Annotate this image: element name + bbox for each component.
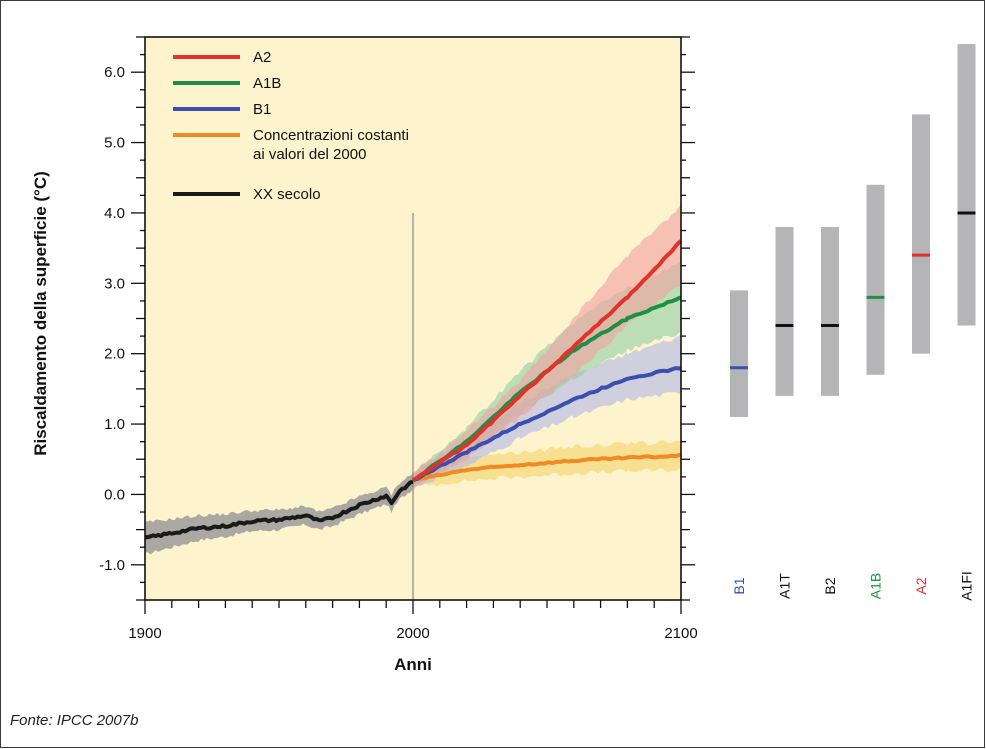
x-axis: 1900 2000 2100 (128, 600, 698, 642)
range-label: B2 (822, 577, 838, 594)
range-bar (957, 44, 976, 326)
band-a2 (413, 205, 681, 490)
range-label: A1FI (959, 571, 975, 601)
legend: A2 A1B B1 Concentrazioni costanti ai valori … (173, 49, 409, 203)
y-tick-label: 5.0 (104, 135, 125, 152)
legend-label: B1 (253, 101, 271, 118)
y-tick-label: 3.0 (104, 275, 125, 292)
legend-item-a2: A2 (173, 49, 271, 66)
range-bar (730, 290, 748, 418)
x-tick-label: 2100 (664, 625, 697, 642)
legend-item-concentrazioni-costanti-ai-valori-del-2000: Concentrazioni costanti ai valori del 200… (173, 127, 409, 163)
legend-label: A2 (253, 49, 271, 66)
band-xx-secolo (145, 473, 413, 555)
range-bar (912, 114, 930, 354)
legend-item-a1b: A1B (173, 75, 281, 92)
range-label: A1T (777, 573, 793, 599)
y-tick-label: 4.0 (104, 205, 125, 222)
y-axis-title: Riscaldamento della superficie (°C) (31, 171, 50, 456)
y-tick-label: 2.0 (104, 346, 125, 363)
range-label: B1 (731, 577, 747, 594)
x-tick-label: 2000 (396, 625, 429, 642)
series-lines (144, 239, 683, 540)
legend-item-xx-secolo: XX secolo (173, 186, 321, 203)
legend-label: XX secolo (253, 186, 321, 203)
range-a1b: A1B (866, 184, 885, 599)
range-label: A1B (868, 573, 884, 599)
y-tick-label: 6.0 (104, 64, 125, 81)
range-b2: B2 (821, 227, 839, 595)
range-a2: A2 (912, 114, 930, 595)
y-tick-label: 1.0 (104, 416, 125, 433)
series-line-a2 (412, 239, 683, 482)
y-tick-label: 0.0 (104, 486, 125, 503)
range-a1t: A1T (775, 227, 794, 599)
range-bar (821, 227, 839, 396)
legend-label: Concentrazioni costanti (253, 127, 409, 144)
y-tick-label: -1.0 (99, 557, 125, 574)
range-bar (866, 184, 885, 375)
source-note: Fonte: IPCC 2007b (10, 712, 139, 729)
legend-label: A1B (253, 75, 281, 92)
legend-item-b1: B1 (173, 101, 271, 118)
range-b1: B1 (730, 290, 748, 595)
legend-label: ai valori del 2000 (253, 146, 366, 163)
range-a1fi: A1FI (957, 44, 976, 601)
range-label: A2 (913, 577, 929, 594)
series-line-concentrazioni-costanti-ai-valori-del-2000 (412, 452, 683, 483)
x-axis-title: Anni (394, 655, 432, 674)
range-bar (775, 227, 794, 396)
series-line-b1 (412, 365, 682, 482)
scenario-range-bars: B1 A1T B2 A1B A2 A1FI (730, 44, 976, 601)
y-axis: -1.0 0.0 1.0 2.0 3.0 4.0 5.0 6.0 (99, 36, 695, 601)
series-line-xx-secolo (144, 479, 414, 540)
x-tick-label: 1900 (128, 625, 161, 642)
